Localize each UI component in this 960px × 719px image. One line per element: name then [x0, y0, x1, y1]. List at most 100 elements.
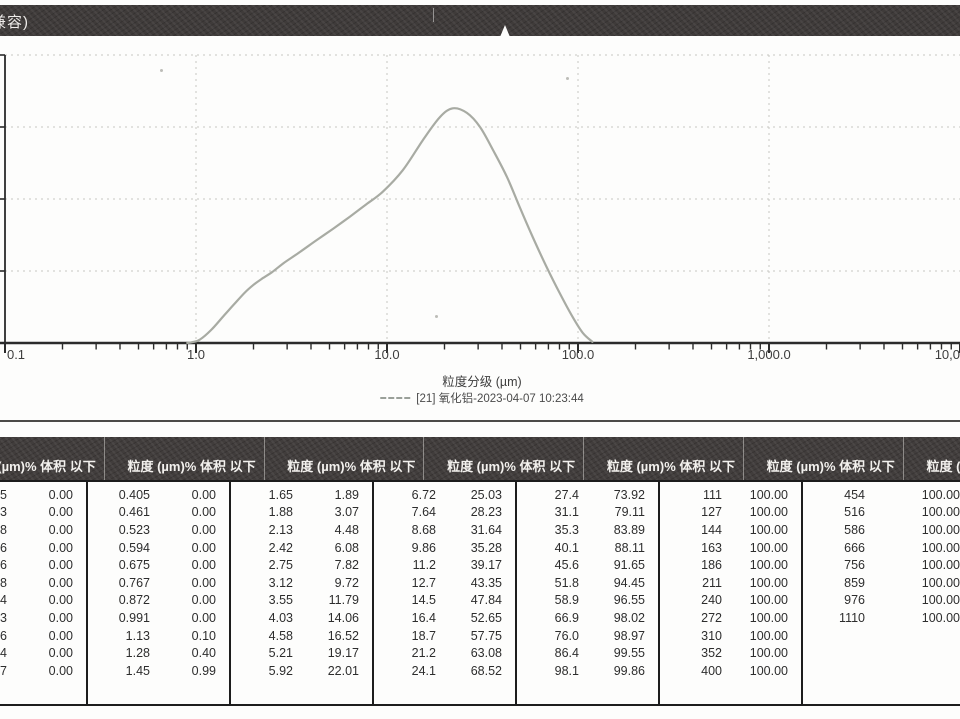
- pct-below-value: 19.17: [327, 646, 359, 661]
- size-value: 14.5: [411, 593, 436, 608]
- pct-below-value: 6.08: [334, 540, 359, 555]
- size-value: 2.75: [268, 558, 293, 573]
- pct-below-value: 0.00: [191, 540, 216, 555]
- size-value: 3.55: [268, 593, 293, 608]
- size-value: 18.7: [411, 628, 436, 643]
- pct-below-value: 0.40: [191, 646, 216, 661]
- size-value: 454: [844, 487, 865, 502]
- separator-line: [0, 420, 960, 422]
- size-value: 240: [701, 593, 722, 608]
- pct-below-value: 100.00: [921, 575, 960, 590]
- size-value: 0.461: [118, 505, 150, 520]
- pct-below-value: 57.75: [470, 628, 502, 643]
- size-value: 586: [844, 522, 865, 537]
- table-column-group: 0.09950.000.1130.000.1280.000.1460.000.1…: [0, 480, 88, 705]
- table-row: 45.6 91.65: [517, 556, 658, 574]
- table-row: 0.675 0.00: [88, 556, 229, 574]
- size-value: 144: [701, 522, 722, 537]
- x-tick-label: 1.0: [186, 347, 206, 362]
- x-tick-label: 100.0: [561, 347, 595, 362]
- size-value: 4.03: [268, 610, 293, 625]
- size-value: 0.405: [118, 487, 150, 502]
- table-header-group: 粒度 (µm)% 体积 以下: [424, 437, 585, 480]
- x-tick-label: 10.0: [374, 347, 400, 362]
- size-column-header: 粒度 (µm): [0, 459, 25, 474]
- table-row: 2.13 4.48: [231, 521, 372, 539]
- scan-notch-artifact: [500, 25, 510, 37]
- size-value: 2.42: [268, 540, 293, 555]
- table-row: 1.45 0.99: [88, 662, 229, 680]
- size-value: 0.0995: [0, 487, 7, 502]
- pct-below-value: 47.84: [470, 593, 502, 608]
- pct-below-value: 0.00: [48, 505, 73, 520]
- pct-below-value: 39.17: [470, 558, 502, 573]
- size-value: 7.64: [411, 505, 436, 520]
- pct-below-value: 100.00: [749, 646, 788, 661]
- table-row: 516 100.00: [803, 504, 960, 522]
- pct-below-value: 0.00: [191, 487, 216, 502]
- psd-distribution-chart: 0.1 1.0 10.0 100.0 1,000.0 10,000.0 粒度分级 (µm)…: [0, 36, 960, 422]
- size-value: 11.2: [412, 558, 436, 573]
- table-row: 21.2 63.08: [374, 644, 515, 662]
- pct-below-value: 9.72: [334, 575, 359, 590]
- size-column-header: 粒度 (µm): [606, 459, 665, 474]
- size-value: 0.243: [0, 610, 7, 625]
- pct-below-value: 35.28: [470, 540, 502, 555]
- table-column-group: 27.4 73.92 31.1 79.11 35.3 83.89 40.1 88.11 45.6…: [517, 480, 660, 705]
- table-row: 24.1 68.52: [374, 662, 515, 680]
- size-value: 31.1: [554, 505, 579, 520]
- table-row: 0.767 0.00: [88, 574, 229, 592]
- size-value: 163: [701, 540, 722, 555]
- pct-below-value: 99.86: [613, 663, 645, 678]
- pct-below-value: 3.07: [334, 505, 359, 520]
- pct-below-value: 0.00: [48, 487, 73, 502]
- size-value: 51.8: [554, 575, 579, 590]
- pct-below-value: 79.11: [614, 505, 645, 520]
- pct-below-value: 52.65: [470, 610, 502, 625]
- pct-below-value: 91.65: [613, 558, 645, 573]
- pct-below-column-header: % 体积 以下: [823, 459, 895, 474]
- size-value: 76.0: [554, 628, 579, 643]
- size-value: 12.7: [411, 575, 436, 590]
- size-column-header: 粒度 (µm): [287, 459, 345, 474]
- table-row: 186 100.00: [660, 556, 801, 574]
- table-row: 0.146 0.00: [0, 539, 86, 557]
- pct-below-value: 73.92: [613, 487, 645, 502]
- pct-below-value: 100.00: [749, 575, 788, 590]
- table-header-group: 粒度 (µm)% 体积 以下: [584, 437, 744, 480]
- window-titlebar[interactable]: 兼容): [0, 5, 960, 37]
- size-value: 58.9: [554, 593, 579, 608]
- pct-below-value: 0.00: [191, 593, 216, 608]
- table-row: 310 100.00: [660, 627, 801, 645]
- table-row: 12.7 43.35: [374, 574, 515, 592]
- pct-below-value: 4.48: [334, 522, 359, 537]
- pct-below-value: 100.00: [749, 505, 788, 520]
- pct-below-value: 100.00: [749, 540, 788, 555]
- pct-below-value: 0.00: [191, 505, 216, 520]
- table-row: 7.64 28.23: [374, 504, 515, 522]
- size-value: 0.146: [0, 540, 7, 555]
- table-row: 40.1 88.11: [517, 539, 658, 557]
- pct-below-value: 100.00: [749, 610, 788, 625]
- table-row: 31.1 79.11: [517, 504, 658, 522]
- pct-below-value: 0.00: [48, 610, 73, 625]
- pct-below-value: 16.52: [327, 628, 359, 643]
- table-row: 0.461 0.00: [88, 504, 229, 522]
- size-value: 211: [702, 575, 722, 590]
- size-value: 186: [701, 558, 722, 573]
- size-column-header: 粒度 (µm): [127, 459, 185, 474]
- pct-below-value: 43.35: [470, 575, 502, 590]
- size-value: 1.28: [125, 646, 150, 661]
- pct-below-column-header: % 体积 以下: [664, 459, 735, 474]
- table-column-group: 6.72 25.03 7.64 28.23 8.68 31.64 9.86 35.28 11.2…: [374, 480, 517, 705]
- size-value: 24.1: [411, 663, 436, 678]
- size-value: 0.113: [0, 505, 7, 520]
- pct-below-value: 100.00: [921, 610, 960, 625]
- table-row: 1110 100.00: [803, 609, 960, 627]
- pct-below-value: 83.89: [613, 522, 645, 537]
- table-row: 18.7 57.75: [374, 627, 515, 645]
- pct-below-value: 100.00: [749, 628, 788, 643]
- x-axis-title: 粒度分级 (µm): [442, 375, 522, 389]
- table-row: 16.4 52.65: [374, 609, 515, 627]
